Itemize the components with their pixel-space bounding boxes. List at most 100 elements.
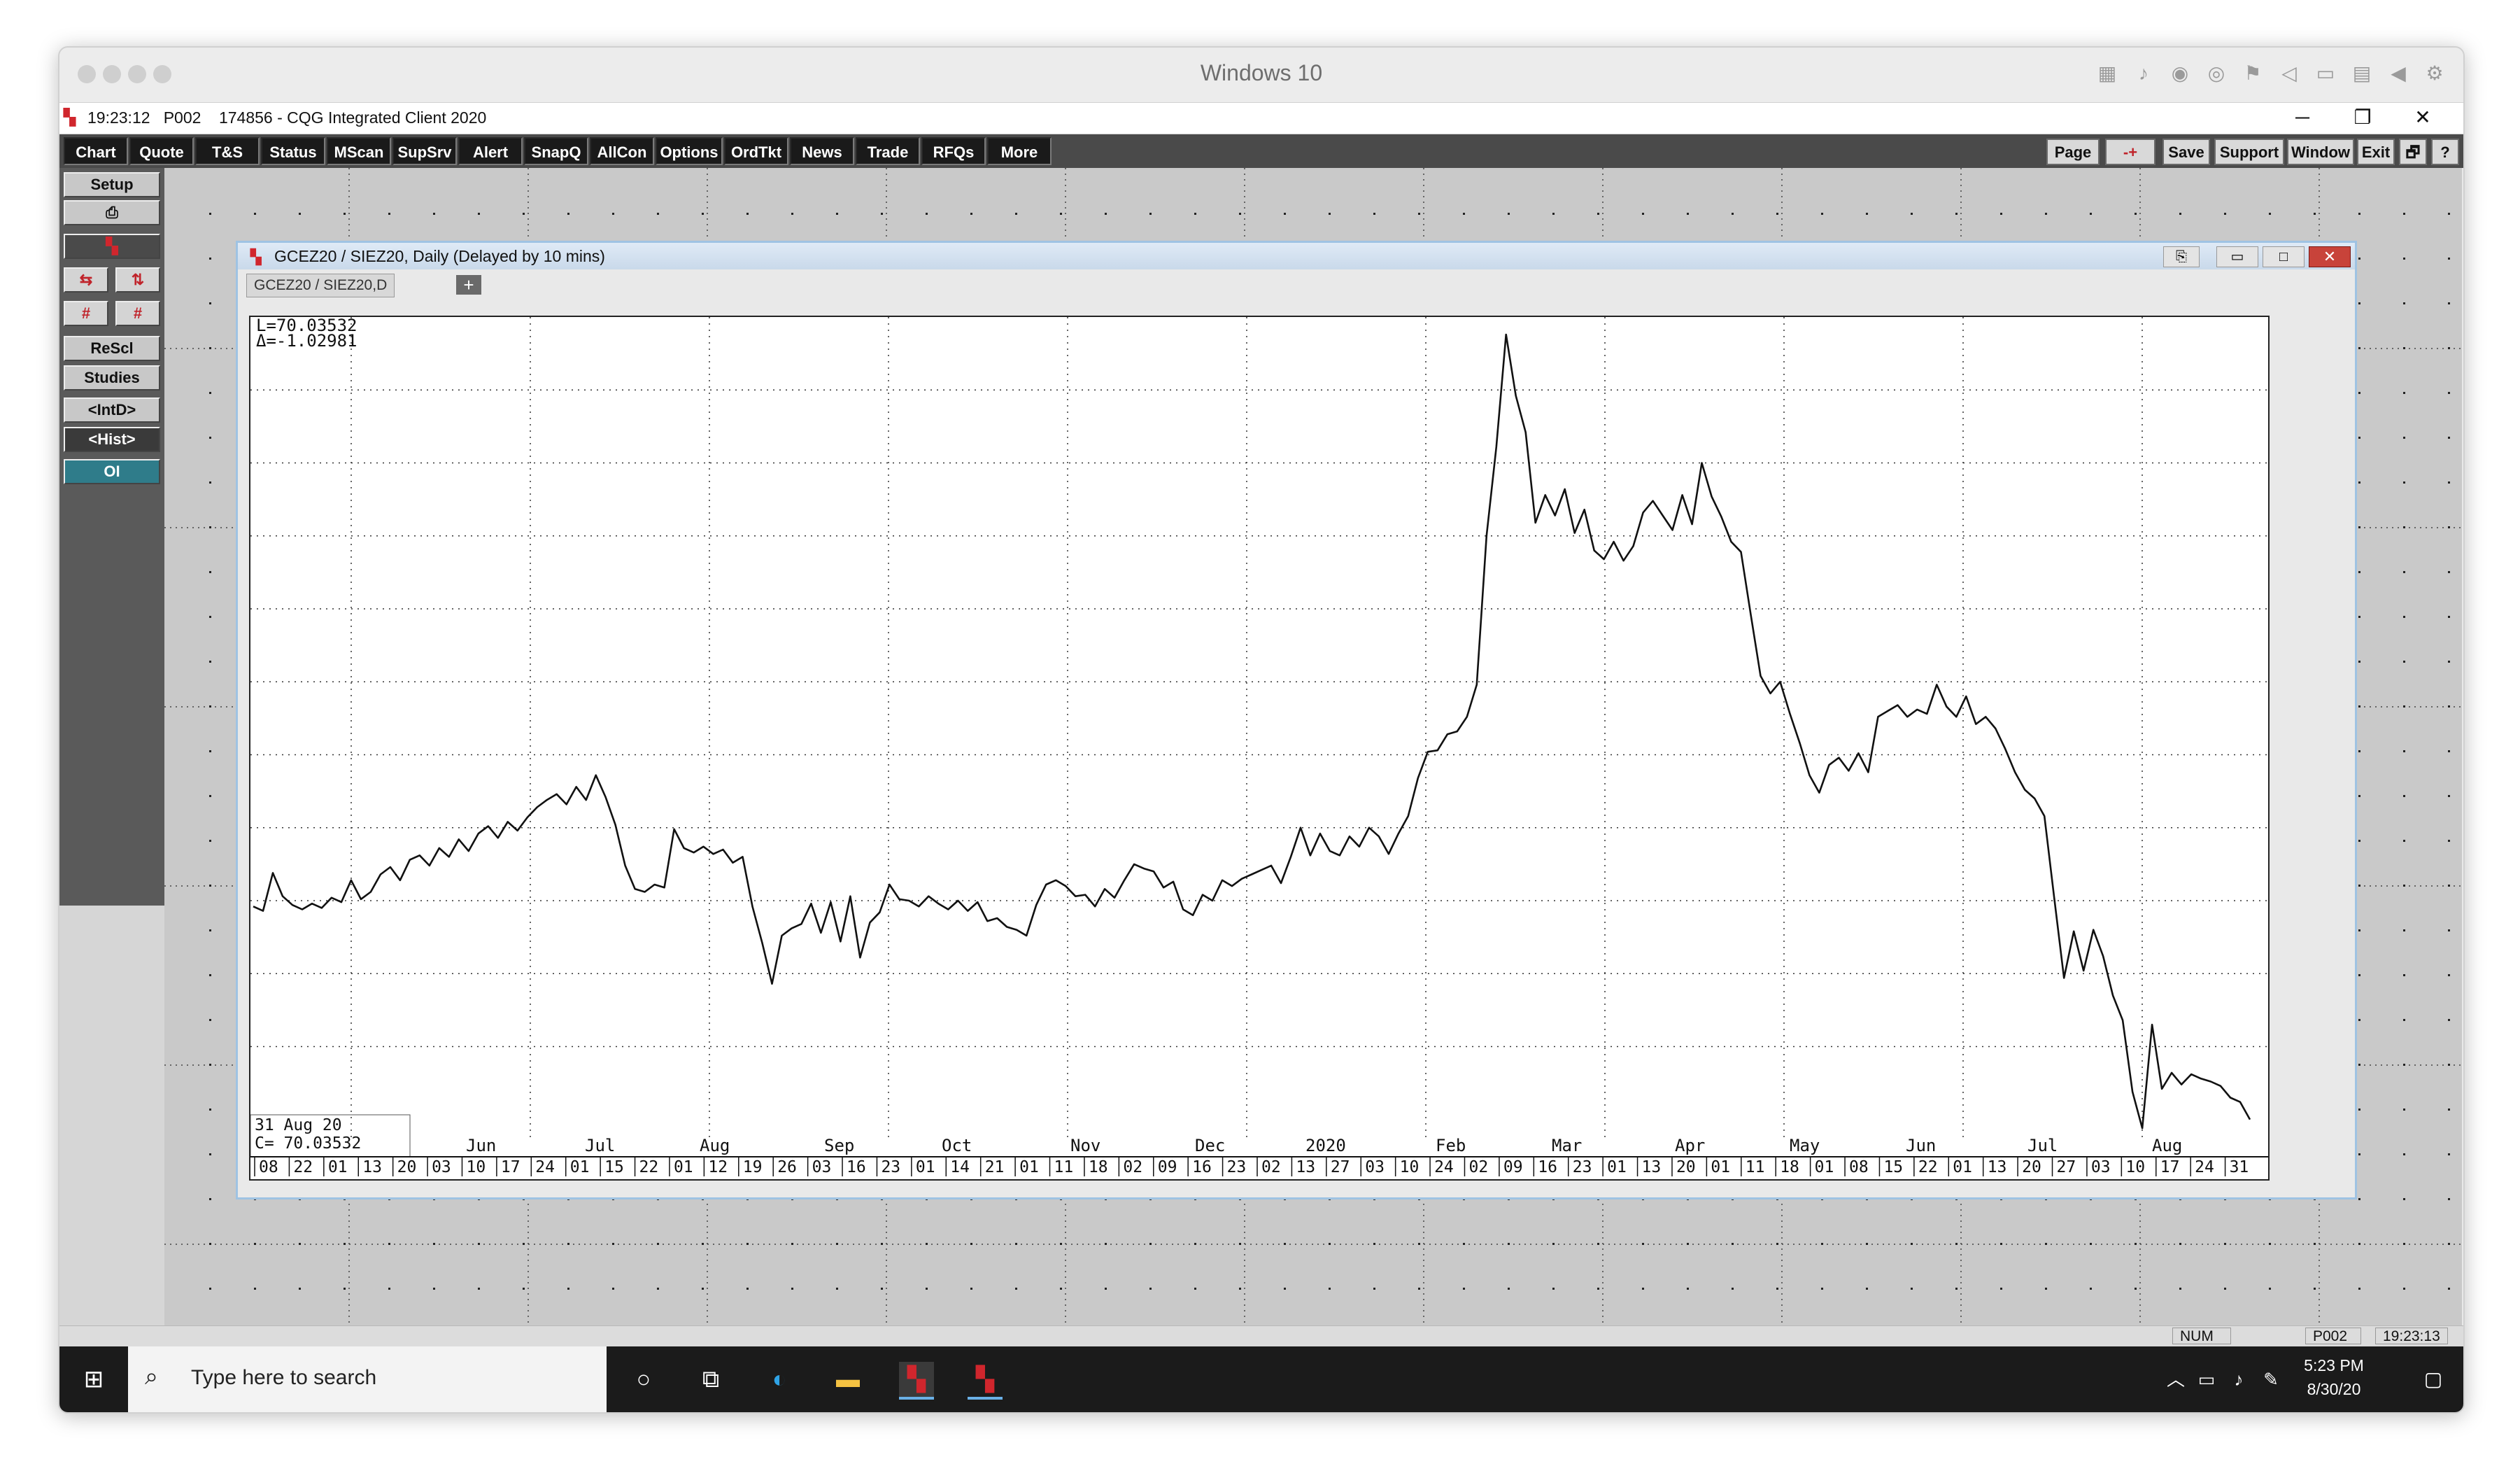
workspace-dot bbox=[2358, 661, 2360, 663]
tns-button[interactable]: T&S bbox=[195, 137, 260, 165]
support-button[interactable]: Support bbox=[2214, 139, 2284, 165]
page-button[interactable]: Page bbox=[2046, 139, 2100, 165]
studies-button[interactable]: Studies bbox=[64, 365, 160, 390]
intraday-button[interactable]: <IntD> bbox=[64, 397, 160, 423]
day-label: 23 bbox=[881, 1158, 900, 1176]
price-chart[interactable]: L=70.03532 Δ=-1.02981 31 Aug 20 C= 70.03… bbox=[250, 316, 2382, 1179]
task-view-icon[interactable]: ⧉ bbox=[702, 1366, 720, 1393]
price-series-line bbox=[253, 333, 2251, 1129]
oi-button[interactable]: OI bbox=[64, 459, 160, 484]
zoom-light[interactable] bbox=[128, 65, 146, 83]
workspace-dot bbox=[2179, 1243, 2181, 1245]
grid-alt-button[interactable]: # bbox=[115, 301, 160, 326]
minimize-button[interactable]: ─ bbox=[2295, 106, 2309, 128]
exit-button[interactable]: Exit bbox=[2357, 139, 2395, 165]
folder-icon[interactable]: ▤ bbox=[2352, 62, 2372, 84]
microphone-icon[interactable]: ♪ bbox=[2139, 62, 2149, 84]
trade-button[interactable]: Trade bbox=[856, 137, 920, 165]
plot-area[interactable]: L=70.03532 Δ=-1.02981 31 Aug 20 C= 70.03… bbox=[249, 316, 2382, 1181]
help-button[interactable]: ? bbox=[2431, 139, 2459, 165]
month-label: May bbox=[1790, 1136, 1820, 1155]
history-button[interactable]: <Hist> bbox=[64, 427, 160, 452]
mscan-button[interactable]: MScan bbox=[327, 137, 391, 165]
chart-button[interactable]: Chart bbox=[64, 137, 128, 165]
cd-icon[interactable]: ◎ bbox=[2207, 62, 2225, 84]
alert-button[interactable]: Alert bbox=[458, 137, 523, 165]
cqg-taskbar-icon[interactable]: ▚ bbox=[899, 1362, 934, 1400]
windows-start-icon[interactable]: ⊞ bbox=[83, 1366, 104, 1393]
workspace-dot bbox=[2448, 1288, 2450, 1290]
link-icon[interactable]: ⎘ bbox=[2163, 246, 2200, 267]
workspace-dot bbox=[2448, 437, 2450, 439]
window-button[interactable]: Window bbox=[2287, 139, 2354, 165]
gear-icon[interactable]: ⚙ bbox=[2426, 62, 2444, 84]
grid-button[interactable]: # bbox=[64, 301, 108, 326]
app-title: 19:23:12 P002 174856 - CQG Integrated Cl… bbox=[87, 108, 487, 127]
notification-icon[interactable]: ▢ bbox=[2423, 1368, 2443, 1390]
network-icon[interactable]: ▭ bbox=[2197, 1369, 2216, 1390]
search-box[interactable]: ⌕ Type here to search bbox=[128, 1346, 607, 1412]
workspace-dot bbox=[209, 1019, 211, 1021]
workspace-dot bbox=[209, 1108, 211, 1111]
add-tab-button[interactable]: + bbox=[456, 275, 481, 295]
day-label: 02 bbox=[1123, 1158, 1142, 1176]
arrange-horizontal-button[interactable]: ⇆ bbox=[64, 267, 108, 293]
keyboard-icon[interactable]: ▦ bbox=[2097, 62, 2117, 84]
cqg-button[interactable]: ▚ bbox=[64, 234, 160, 259]
month-label: Sep bbox=[824, 1136, 854, 1155]
volume-icon[interactable]: ♪ bbox=[2234, 1369, 2244, 1390]
usb-icon[interactable]: ▭ bbox=[2316, 62, 2335, 84]
fullscreen-light[interactable] bbox=[153, 65, 171, 83]
chart-tab[interactable]: GCEZ20 / SIEZ20,D bbox=[246, 274, 395, 297]
back-icon[interactable]: ◀ bbox=[2391, 62, 2406, 84]
file-explorer-icon[interactable]: ▬ bbox=[836, 1366, 860, 1393]
workspace-dot bbox=[2403, 302, 2405, 304]
chevron-up-icon[interactable]: ︿ bbox=[2166, 1369, 2185, 1390]
cqg-taskbar-icon-2[interactable]: ▚ bbox=[968, 1362, 1003, 1400]
taskbar-clock[interactable]: 5:23 PM 8/30/20 bbox=[2288, 1353, 2379, 1401]
supsrv-button[interactable]: SupSrv bbox=[392, 137, 457, 165]
minimize-light[interactable] bbox=[103, 65, 121, 83]
rfqs-button[interactable]: RFQs bbox=[921, 137, 986, 165]
workspace-dot bbox=[1284, 1243, 1286, 1245]
window-mode-button[interactable]: 🗗 bbox=[2399, 139, 2427, 165]
status-button[interactable]: Status bbox=[261, 137, 325, 165]
ordtkt-button[interactable]: OrdTkt bbox=[724, 137, 788, 165]
quote-button[interactable]: Quote bbox=[129, 137, 194, 165]
more-button[interactable]: More bbox=[987, 137, 1052, 165]
edge-icon[interactable]: ◐ bbox=[772, 1366, 787, 1393]
cortana-icon[interactable]: ○ bbox=[636, 1366, 651, 1393]
close-button[interactable]: ✕ bbox=[2414, 106, 2431, 128]
camera-icon[interactable]: ◉ bbox=[2171, 62, 2189, 84]
network-icon[interactable]: ⚑ bbox=[2244, 62, 2262, 84]
workspace-dot bbox=[2358, 840, 2360, 842]
workspace-dot bbox=[2358, 392, 2360, 394]
workspace-dot bbox=[1687, 1288, 1689, 1290]
rescale-button[interactable]: ReScl bbox=[64, 336, 160, 361]
sound-icon[interactable]: ◁ bbox=[2281, 62, 2297, 84]
workspace-dot bbox=[612, 1288, 614, 1290]
pen-icon[interactable]: ✎ bbox=[2263, 1369, 2279, 1390]
minimize-chart-button[interactable]: ▭ bbox=[2216, 246, 2258, 267]
close-light[interactable] bbox=[78, 65, 96, 83]
workspace-dot bbox=[1552, 1243, 1555, 1245]
news-button[interactable]: News bbox=[790, 137, 854, 165]
workspace-dot bbox=[1015, 1288, 1017, 1290]
snapq-button[interactable]: SnapQ bbox=[524, 137, 588, 165]
allcon-button[interactable]: AllCon bbox=[590, 137, 654, 165]
workspace-dot bbox=[209, 526, 211, 528]
day-label: 01 bbox=[1019, 1158, 1039, 1176]
workspace-dot bbox=[2224, 1288, 2226, 1290]
arrange-vertical-button[interactable]: ⇅ bbox=[115, 267, 160, 293]
options-button[interactable]: Options bbox=[656, 137, 723, 165]
setup-button[interactable]: Setup bbox=[64, 172, 160, 197]
print-button[interactable]: ⎙ bbox=[64, 200, 160, 225]
day-label: 20 bbox=[397, 1158, 417, 1176]
workspace-dot bbox=[1552, 1288, 1555, 1290]
save-button[interactable]: Save bbox=[2162, 139, 2210, 165]
maximize-chart-button[interactable]: □ bbox=[2263, 246, 2305, 267]
restore-button[interactable]: ❐ bbox=[2353, 106, 2372, 128]
workspace-dot bbox=[2403, 885, 2405, 887]
close-chart-button[interactable]: ✕ bbox=[2309, 246, 2351, 267]
link-button[interactable]: -+ bbox=[2105, 139, 2156, 165]
